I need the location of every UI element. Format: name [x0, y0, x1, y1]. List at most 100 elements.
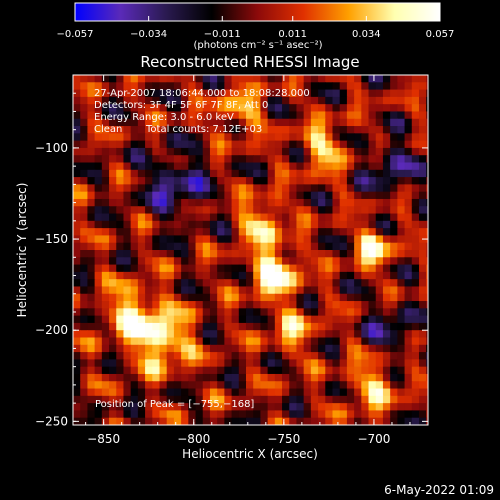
heat-cell [217, 381, 225, 390]
heat-cell [217, 301, 225, 309]
heat-cell [101, 177, 110, 185]
heat-cell [390, 344, 398, 353]
heat-cell [181, 359, 189, 368]
heat-cell [130, 279, 139, 288]
heat-cell [397, 147, 406, 156]
heat-cell [368, 315, 377, 324]
heat-cell [332, 177, 341, 185]
heat-cell [217, 373, 225, 382]
heat-cell [123, 301, 132, 309]
heat-cell [80, 373, 89, 382]
heat-cell [209, 388, 218, 397]
heat-cell [332, 169, 341, 178]
heat-cell [325, 191, 334, 200]
heat-cell [310, 198, 319, 207]
heat-cell [310, 140, 319, 149]
heat-cell [260, 250, 269, 258]
heat-cell [101, 352, 110, 360]
heat-cell [152, 373, 161, 382]
heat-cell [231, 126, 240, 134]
heat-cell [173, 111, 182, 120]
heat-cell [209, 322, 218, 331]
heat-cell [80, 381, 89, 390]
heat-cell [310, 403, 319, 412]
heat-cell [209, 337, 218, 346]
heat-cell [73, 315, 81, 324]
heat-cell [332, 96, 341, 105]
heat-cell [418, 147, 427, 156]
heat-cell [303, 89, 312, 98]
heat-cell [145, 344, 153, 353]
heat-cell [339, 301, 348, 309]
heat-cell [159, 337, 168, 346]
heat-cell [245, 126, 254, 134]
heat-cell [354, 352, 362, 360]
heat-cell [354, 111, 362, 120]
heat-cell [303, 417, 312, 425]
heat-cell [173, 155, 182, 164]
heat-cell [145, 184, 153, 193]
heat-cell [325, 322, 334, 331]
heat-cell [296, 147, 305, 156]
heat-cell [238, 271, 247, 280]
heat-cell [109, 344, 117, 353]
heat-cell [145, 286, 153, 295]
heat-cell [289, 395, 298, 404]
heat-cell [325, 198, 334, 207]
heat-cell [245, 359, 254, 368]
heat-cell [310, 352, 319, 360]
heat-cell [382, 126, 391, 134]
heat-cell [123, 155, 132, 164]
heat-cell [274, 308, 283, 317]
heat-cell [318, 322, 326, 331]
heat-cell [130, 250, 139, 258]
heat-cell [260, 381, 269, 390]
heat-cell [332, 301, 341, 309]
heat-cell [137, 104, 146, 113]
heat-cell [253, 140, 262, 149]
heat-cell [411, 286, 420, 295]
heat-cell [375, 206, 384, 215]
heat-cell [397, 198, 406, 207]
heat-cell [109, 271, 117, 280]
heat-cell [152, 388, 161, 397]
heat-cell [188, 330, 197, 339]
heat-cell [282, 184, 290, 193]
heat-cell [73, 220, 81, 229]
heat-cell [411, 322, 420, 331]
heat-cell [181, 118, 189, 127]
heat-cell [152, 191, 161, 200]
heat-cell [188, 220, 197, 229]
heat-cell [310, 373, 319, 382]
heat-cell [101, 104, 110, 113]
heat-cell [274, 235, 283, 244]
heat-cell [325, 162, 334, 171]
heat-cell [137, 373, 146, 382]
heat-cell [181, 308, 189, 317]
heat-cell [159, 162, 168, 171]
heat-cell [73, 330, 81, 339]
heat-cell [253, 133, 262, 142]
heat-cell [346, 410, 355, 419]
heat-cell [346, 169, 355, 178]
heat-cell [289, 220, 298, 229]
heat-cell [253, 169, 262, 178]
heat-cell [181, 213, 189, 222]
heat-cell [404, 279, 413, 288]
heat-cell [173, 133, 182, 142]
heat-cell [87, 308, 96, 317]
heat-cell [188, 89, 197, 98]
heat-cell [260, 162, 269, 171]
heat-cell [282, 250, 290, 258]
heat-cell [354, 373, 362, 382]
heat-cell [159, 220, 168, 229]
heat-cell [94, 104, 103, 113]
heat-cell [145, 301, 153, 309]
heat-cell [152, 220, 161, 229]
heat-cell [159, 111, 168, 120]
heat-cell [116, 191, 125, 200]
heat-cell [332, 264, 341, 273]
heat-cell [260, 147, 269, 156]
heat-cell [274, 352, 283, 360]
heat-cell [296, 111, 305, 120]
